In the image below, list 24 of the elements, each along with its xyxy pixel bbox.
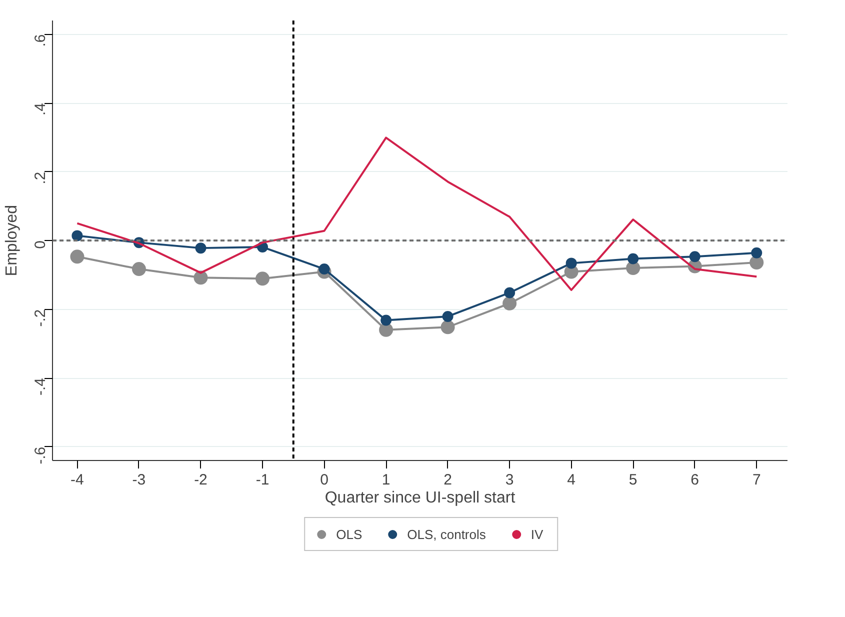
- x-tick-label: 0: [320, 472, 328, 488]
- x-tick-label: 3: [505, 472, 514, 488]
- x-tick-label: -3: [132, 472, 146, 488]
- x-axis-title: Quarter since UI-spell start: [324, 490, 516, 506]
- legend-label: IV: [530, 526, 544, 542]
- legend-label: OLS, controls: [407, 526, 486, 542]
- y-tick-label: -.2: [32, 309, 49, 327]
- y-axis-title: Employed: [4, 204, 20, 276]
- x-tick-label: -2: [194, 472, 208, 488]
- y-tick-label: .2: [32, 172, 49, 184]
- x-tick-label: 4: [567, 472, 576, 488]
- x-tick-label: -1: [256, 472, 270, 488]
- y-tick-label: .4: [32, 102, 49, 116]
- legend-label: OLS: [336, 526, 362, 542]
- y-tick-label: .6: [32, 34, 49, 47]
- y-tick-label: 0: [32, 240, 49, 249]
- x-tick-label: 5: [628, 472, 638, 488]
- y-tick-label: -.6: [32, 446, 49, 464]
- x-tick-label: 2: [444, 472, 452, 488]
- y-tick-label: -.4: [32, 378, 49, 396]
- x-tick-label: 7: [752, 472, 761, 488]
- x-tick-label: -4: [70, 472, 84, 488]
- x-tick-label: 1: [382, 472, 390, 488]
- x-tick-label: 6: [690, 472, 700, 488]
